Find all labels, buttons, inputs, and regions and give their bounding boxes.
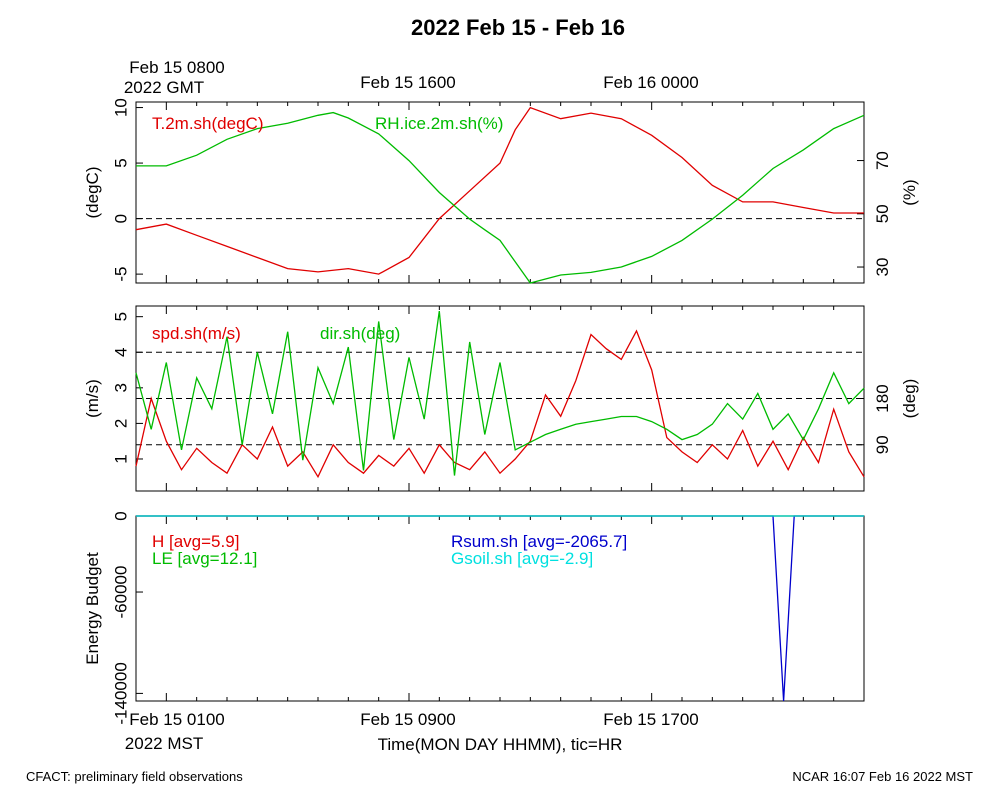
legend-entry: Gsoil.sh [avg=-2.9] [451, 549, 593, 568]
y-axis-label-right: (%) [900, 179, 919, 205]
y-tick-label-left: 10 [111, 98, 130, 117]
bottom-time-label: Feb 15 0900 [360, 710, 455, 729]
bottom-time-labels: Feb 15 0100 2022 MST Feb 15 0900 Feb 15 170… [125, 710, 699, 753]
y-tick-label-right: 70 [873, 151, 892, 170]
legend-entry: LE [avg=12.1] [152, 549, 257, 568]
legend-entry: T.2m.sh(degC) [152, 114, 263, 133]
y-tick-label-left: 2 [111, 419, 130, 428]
y-tick-label-right: 90 [873, 435, 892, 454]
bottom-time-label: Feb 15 1700 [603, 710, 698, 729]
temperature-humidity-panel: -5 0 5 10 (degC) 30 50 70 (%) T.2m.sh(degC) RH.ice… [83, 98, 919, 284]
y-tick-label-right: 30 [873, 258, 892, 277]
y-tick-label-left: -5 [111, 267, 130, 282]
energy-budget-panel: 0 -60000 -140000 Energy Budget H [avg=5.9]LE… [83, 511, 865, 725]
legend-entry: spd.sh(m/s) [152, 324, 241, 343]
bottom-time-label: 2022 MST [125, 734, 203, 753]
wind-panel: 1 2 3 4 5 (m/s) 90 180 (deg) spd.sh(m/s) dir.sh(de… [83, 305, 919, 492]
y-axis-label-left: (degC) [83, 167, 102, 219]
x-axis-label: Time(MON DAY HHMM), tic=HR [378, 735, 623, 754]
chart-title: 2022 Feb 15 - Feb 16 [411, 15, 625, 40]
y-tick-label-left: 0 [111, 214, 130, 223]
y-tick-label-left: 4 [111, 348, 130, 357]
y-axis-label-left: Energy Budget [83, 552, 102, 665]
bottom-time-label: Feb 15 0100 [129, 710, 224, 729]
y-tick-label-left: 5 [111, 312, 130, 321]
y-tick-label-left: 3 [111, 383, 130, 392]
legend-entry: dir.sh(deg) [320, 324, 400, 343]
series-line-0 [135, 329, 865, 479]
y-tick-label-left: 5 [111, 158, 130, 167]
top-time-label: Feb 16 0000 [603, 73, 698, 92]
y-tick-label-left: 0 [111, 511, 130, 520]
top-time-label: Feb 15 0800 [129, 58, 224, 77]
series-line-1 [135, 311, 865, 476]
footer-left: CFACT: preliminary field observations [26, 769, 243, 784]
y-tick-label-left: -60000 [111, 566, 130, 619]
y-tick-label-left: -140000 [111, 662, 130, 724]
series-line-1 [136, 111, 865, 284]
top-time-label: 2022 GMT [124, 78, 204, 97]
legend-entry: Rsum.sh [avg=-2065.7] [451, 532, 627, 551]
legend-entry: H [avg=5.9] [152, 532, 239, 551]
y-tick-label-right: 50 [873, 204, 892, 223]
y-tick-label-left: 1 [111, 454, 130, 463]
footer-right: NCAR 16:07 Feb 16 2022 MST [792, 769, 973, 784]
y-axis-label-left: (m/s) [83, 379, 102, 418]
top-time-label: Feb 15 1600 [360, 73, 455, 92]
legend-entry: RH.ice.2m.sh(%) [375, 114, 503, 133]
y-tick-label-right: 180 [873, 384, 892, 412]
y-axis-label-right: (deg) [900, 379, 919, 419]
